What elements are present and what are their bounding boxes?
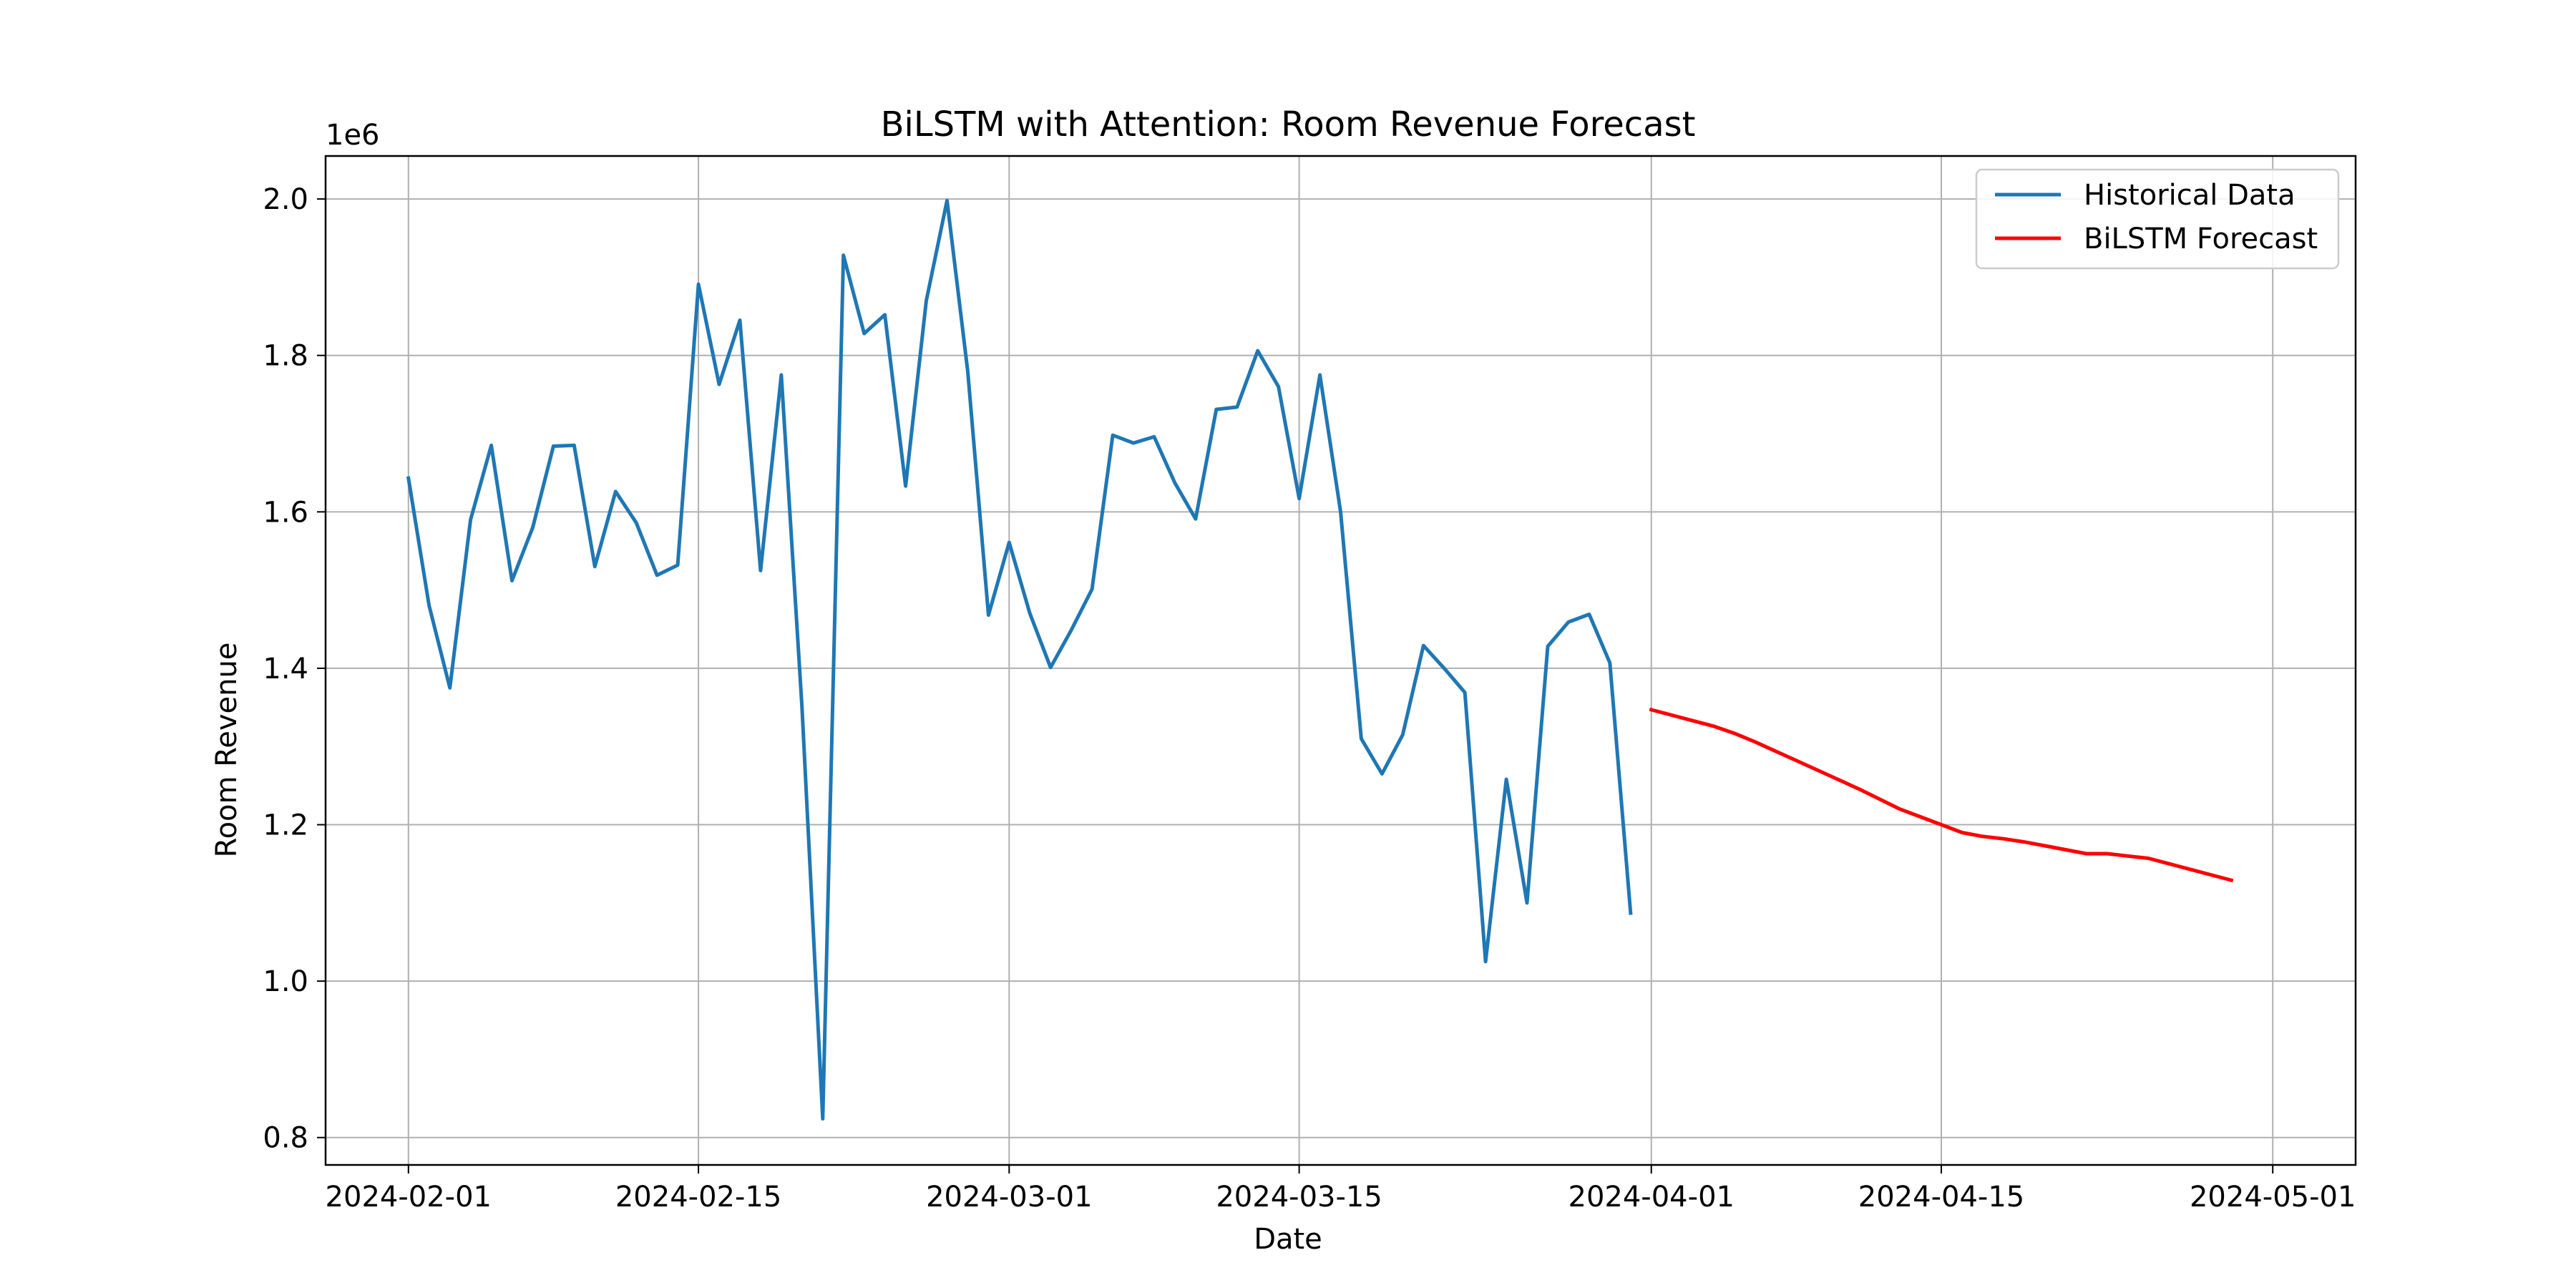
ticks: 2024-02-01 2024-02-15 2024-03-01 2024-03-15… [263,183,2356,1214]
legend: Historical Data BiLSTM Forecast [1975,168,2340,270]
series-line-historical [406,198,1633,1121]
y-tick-label: 1.6 [263,496,308,529]
x-tick-label: 2024-02-15 [615,1181,781,1214]
x-tick-label: 2024-03-01 [926,1181,1092,1214]
series-line-forecast [1649,707,2234,883]
x-tick-label: 2024-05-01 [2190,1181,2356,1214]
legend-label-forecast: BiLSTM Forecast [2084,223,2318,255]
y-axis-label: Room Revenue [210,643,243,858]
y-offset-label: 1e6 [326,119,380,152]
chart-title: BiLSTM with Attention: Room Revenue Fore… [881,104,1696,145]
y-tick-label: 1.2 [263,809,308,842]
y-tick-label: 2.0 [263,183,308,216]
legend-label-historical: Historical Data [2084,179,2296,212]
x-axis-label: Date [1254,1223,1322,1256]
x-tick-label: 2024-04-01 [1568,1181,1735,1214]
series-layer [406,198,2234,1121]
x-tick-label: 2024-02-01 [326,1181,492,1214]
grid [326,156,2356,1165]
y-tick-label: 1.8 [263,340,308,373]
legend-box [1975,168,2340,270]
y-tick-label: 1.4 [263,653,308,686]
y-tick-label: 0.8 [263,1122,308,1155]
plot-frame [324,155,2357,1166]
x-tick-label: 2024-04-15 [1858,1181,2024,1214]
y-tick-label: 1.0 [263,965,308,998]
x-tick-label: 2024-03-15 [1216,1181,1382,1214]
